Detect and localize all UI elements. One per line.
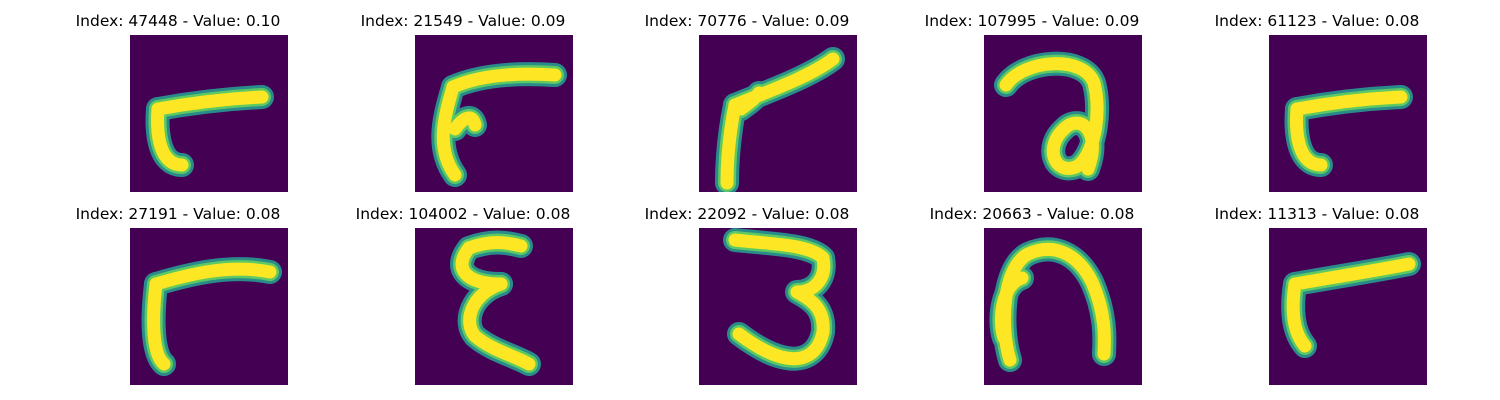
digit-glyph-svg [984, 35, 1142, 192]
panel-8: Index: 22092 - Value: 0.08 [597, 193, 897, 393]
stroke-core [999, 57, 1104, 176]
panel-title: Index: 11313 - Value: 0.08 [1214, 205, 1420, 223]
stroke-core [1290, 102, 1328, 172]
stroke-core [446, 67, 562, 94]
panel-title: Index: 104002 - Value: 0.08 [355, 205, 571, 223]
digit-image [699, 35, 857, 192]
stroke-core [448, 111, 482, 136]
stroke-core [462, 236, 528, 255]
stroke-core [436, 80, 462, 182]
panel-title: Index: 70776 - Value: 0.09 [644, 12, 850, 30]
digit-glyph-svg [1269, 35, 1427, 192]
stroke-core [151, 102, 189, 172]
panel-10: Index: 11313 - Value: 0.08 [1167, 193, 1467, 393]
panel-title: Index: 27191 - Value: 0.08 [75, 205, 281, 223]
stroke-core [1290, 90, 1408, 116]
panel-1: Index: 47448 - Value: 0.10 [28, 0, 328, 200]
digit-image [415, 35, 573, 192]
digit-glyph-svg [699, 35, 857, 192]
digit-image [984, 35, 1142, 192]
panel-2: Index: 21549 - Value: 0.09 [313, 0, 613, 200]
digit-image [984, 228, 1142, 385]
digit-glyph-svg [130, 35, 288, 192]
stroke-core [151, 90, 269, 116]
digit-image [415, 228, 573, 385]
digit-glyph-svg [415, 228, 573, 385]
stroke-core [995, 271, 1029, 345]
digit-image [1269, 35, 1427, 192]
panel-title: Index: 61123 - Value: 0.08 [1214, 12, 1420, 30]
digit-image [1269, 228, 1427, 385]
panel-title: Index: 21549 - Value: 0.09 [360, 12, 566, 30]
panel-title: Index: 22092 - Value: 0.08 [644, 205, 850, 223]
panel-title: Index: 107995 - Value: 0.09 [924, 12, 1140, 30]
digit-glyph-svg [1269, 228, 1427, 385]
digit-image [130, 35, 288, 192]
panel-9: Index: 20663 - Value: 0.08 [882, 193, 1182, 393]
digit-image [130, 228, 288, 385]
stroke-core [1286, 277, 1312, 353]
digit-glyph-svg [130, 228, 288, 385]
panel-6: Index: 27191 - Value: 0.08 [28, 193, 328, 393]
digit-image [699, 228, 857, 385]
digit-glyph-svg [699, 228, 857, 385]
panel-5: Index: 61123 - Value: 0.08 [1167, 0, 1467, 200]
stroke-core [1288, 257, 1416, 291]
stroke-core [147, 277, 171, 371]
panel-title: Index: 20663 - Value: 0.08 [929, 205, 1135, 223]
digit-glyph-svg [984, 228, 1142, 385]
stroke-core [149, 262, 277, 291]
panel-title: Index: 47448 - Value: 0.10 [75, 12, 281, 30]
panel-4: Index: 107995 - Value: 0.09 [882, 0, 1182, 200]
panel-7: Index: 104002 - Value: 0.08 [313, 193, 613, 393]
stroke-core [463, 277, 536, 371]
stroke-core [734, 86, 766, 116]
panel-3: Index: 70776 - Value: 0.09 [597, 0, 897, 200]
stroke-core [728, 233, 831, 366]
stroke-core [720, 98, 742, 190]
digit-glyph-svg [415, 35, 573, 192]
